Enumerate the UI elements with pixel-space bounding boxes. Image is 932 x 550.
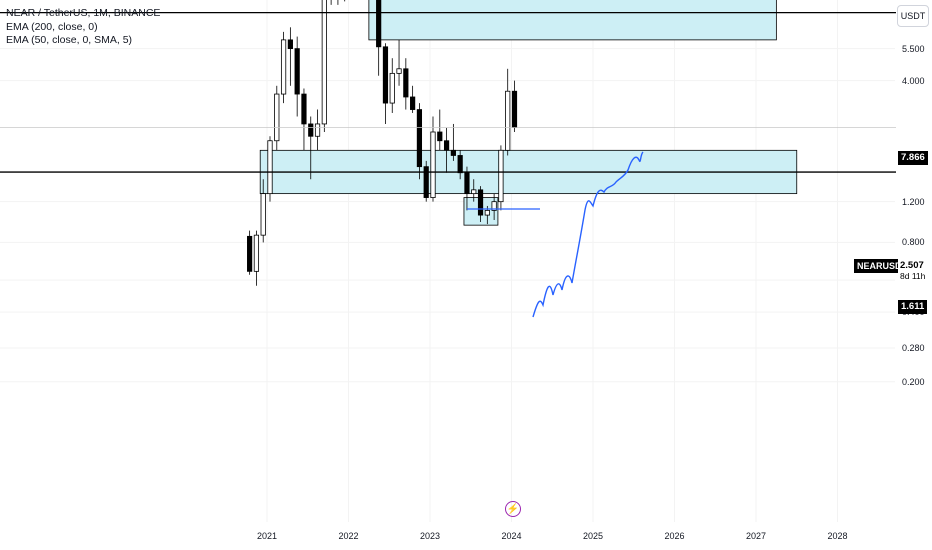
candle-down xyxy=(382,46,389,104)
x-tick-label: 2028 xyxy=(827,531,848,541)
candle-up xyxy=(389,72,395,104)
symbol-title: NEAR / TetherUS, 1M, BINANCE xyxy=(6,7,161,19)
candle-up xyxy=(321,0,327,125)
flash-icon[interactable]: ⚡ xyxy=(505,501,521,517)
support-resistance-zone xyxy=(368,0,777,41)
x-tick-label: 2023 xyxy=(419,531,441,541)
projection-path xyxy=(532,151,644,318)
y-tick-label: 4.000 xyxy=(902,75,925,86)
candle-down xyxy=(294,48,300,95)
candle-down xyxy=(443,140,450,151)
candle-up xyxy=(267,140,273,195)
candle-down xyxy=(416,109,423,168)
candles xyxy=(247,0,518,286)
candle-down xyxy=(457,155,463,174)
symbol-tag: NEARUSDT xyxy=(854,259,911,273)
last-price: 2.507 xyxy=(900,260,924,271)
candle-up xyxy=(491,201,497,211)
candle-up xyxy=(484,210,490,216)
ema-200-label[interactable]: EMA (200, close, 0) xyxy=(6,20,98,33)
ema-50-label[interactable]: EMA (50, close, 0, SMA, 5) xyxy=(6,34,133,46)
candle-up xyxy=(498,149,504,203)
candle-up xyxy=(396,68,402,74)
x-tick-label: 2027 xyxy=(745,531,767,541)
candle-down xyxy=(403,68,409,98)
candle-down xyxy=(410,96,416,110)
candle-down xyxy=(464,172,470,195)
x-tick-label: 2026 xyxy=(664,531,685,541)
candle-down xyxy=(423,166,429,198)
projection-path-line xyxy=(532,151,644,318)
x-tick-label: 2021 xyxy=(256,531,278,541)
candle-down xyxy=(437,131,443,142)
candle-down xyxy=(450,149,456,156)
horizontal-levels xyxy=(0,12,896,210)
upper-level-price-tag: 7.866 xyxy=(898,151,928,165)
y-tick-label: 1.200 xyxy=(902,196,925,207)
candle-up xyxy=(314,123,321,137)
candle-up xyxy=(253,234,260,272)
y-tick-label: 0.800 xyxy=(902,237,925,248)
candle-down xyxy=(376,0,382,48)
candle-down xyxy=(301,93,307,125)
lower-level-price-tag: 1.611 xyxy=(898,300,928,314)
candle-up xyxy=(471,189,477,195)
x-tick-label: 2022 xyxy=(338,531,359,541)
y-tick-label: 0.280 xyxy=(902,342,925,353)
chart-legend: NEAR / TetherUS, 1M, BINANCE EMA (200, c… xyxy=(6,7,160,48)
currency-button[interactable]: USDT xyxy=(897,5,929,27)
candle-up xyxy=(430,131,436,198)
zones xyxy=(259,0,798,226)
candle-up xyxy=(260,193,266,236)
bar-countdown: 8d 11h xyxy=(900,271,926,281)
candle-down xyxy=(477,189,484,216)
candle-down xyxy=(511,90,518,129)
last-price-tag: 2.507 8d 11h xyxy=(898,259,928,283)
grid-lines xyxy=(0,0,895,522)
candle-down xyxy=(308,123,314,137)
x-tick-label: 2025 xyxy=(582,531,604,541)
candle-down xyxy=(287,39,293,50)
x-tick-label: 2024 xyxy=(501,531,522,541)
candle-up xyxy=(505,90,511,151)
candle-up xyxy=(274,93,280,142)
y-tick-label: 0.200 xyxy=(902,376,925,387)
candle-down xyxy=(247,235,253,272)
candle-up xyxy=(280,39,287,95)
y-tick-label: 5.500 xyxy=(902,43,925,54)
